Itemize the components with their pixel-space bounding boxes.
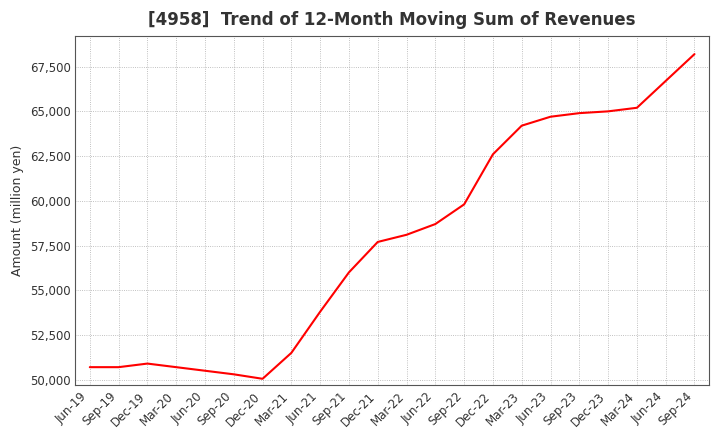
Title: [4958]  Trend of 12-Month Moving Sum of Revenues: [4958] Trend of 12-Month Moving Sum of R… (148, 11, 636, 29)
Y-axis label: Amount (million yen): Amount (million yen) (11, 145, 24, 276)
